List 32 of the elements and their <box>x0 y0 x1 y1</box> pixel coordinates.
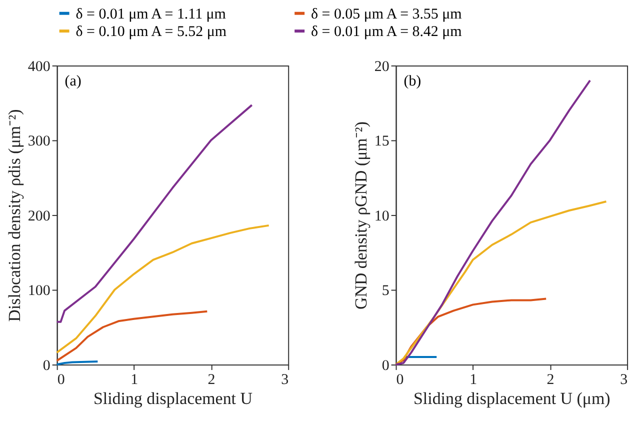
x-tick-label: 3 <box>281 372 289 388</box>
legend-label: δ = 0.05 μm A = 3.55 μm <box>311 6 462 22</box>
x-tick-label: 0 <box>396 372 404 388</box>
y-tick-label: 10 <box>374 208 390 224</box>
line-series <box>56 310 208 362</box>
x-tick-label: 1 <box>130 372 138 388</box>
x-tick-label: 2 <box>546 372 554 388</box>
y-tick-label: 5 <box>382 283 390 300</box>
y-tick-label: 20 <box>374 58 390 75</box>
annotation: (b) <box>404 73 422 90</box>
y-tick-label: 0 <box>42 358 50 374</box>
y-axis-title: Dislocation density ρdis (μm⁻²) <box>4 109 24 322</box>
x-axis-title: Sliding displacement U <box>93 388 252 408</box>
y-axis-title: GND density ρGND (μm⁻²) <box>351 121 370 310</box>
annotation: (a) <box>64 73 82 90</box>
legend-label: δ = 0.10 μm A = 5.52 μm <box>76 24 227 40</box>
x-tick-label: 0 <box>57 372 65 388</box>
y-tick-label: 300 <box>28 134 50 150</box>
line-series <box>394 200 608 366</box>
y-tick-label: 400 <box>28 58 50 75</box>
y-tick-label: 200 <box>28 208 50 224</box>
legend-label: δ = 0.01 μm A = 1.11 μm <box>76 6 226 22</box>
legend-label: δ = 0.01 μm A = 8.42 μm <box>311 24 462 40</box>
x-tick-label: 2 <box>208 372 216 388</box>
x-axis-title: Sliding displacement U (μm) <box>414 388 610 408</box>
line-series <box>56 224 270 354</box>
y-tick-label: 0 <box>382 358 390 374</box>
x-tick-label: 3 <box>620 372 628 388</box>
y-tick-label: 15 <box>374 134 390 150</box>
line-series <box>56 104 253 323</box>
x-tick-label: 1 <box>470 372 478 388</box>
y-tick-label: 100 <box>28 283 50 300</box>
